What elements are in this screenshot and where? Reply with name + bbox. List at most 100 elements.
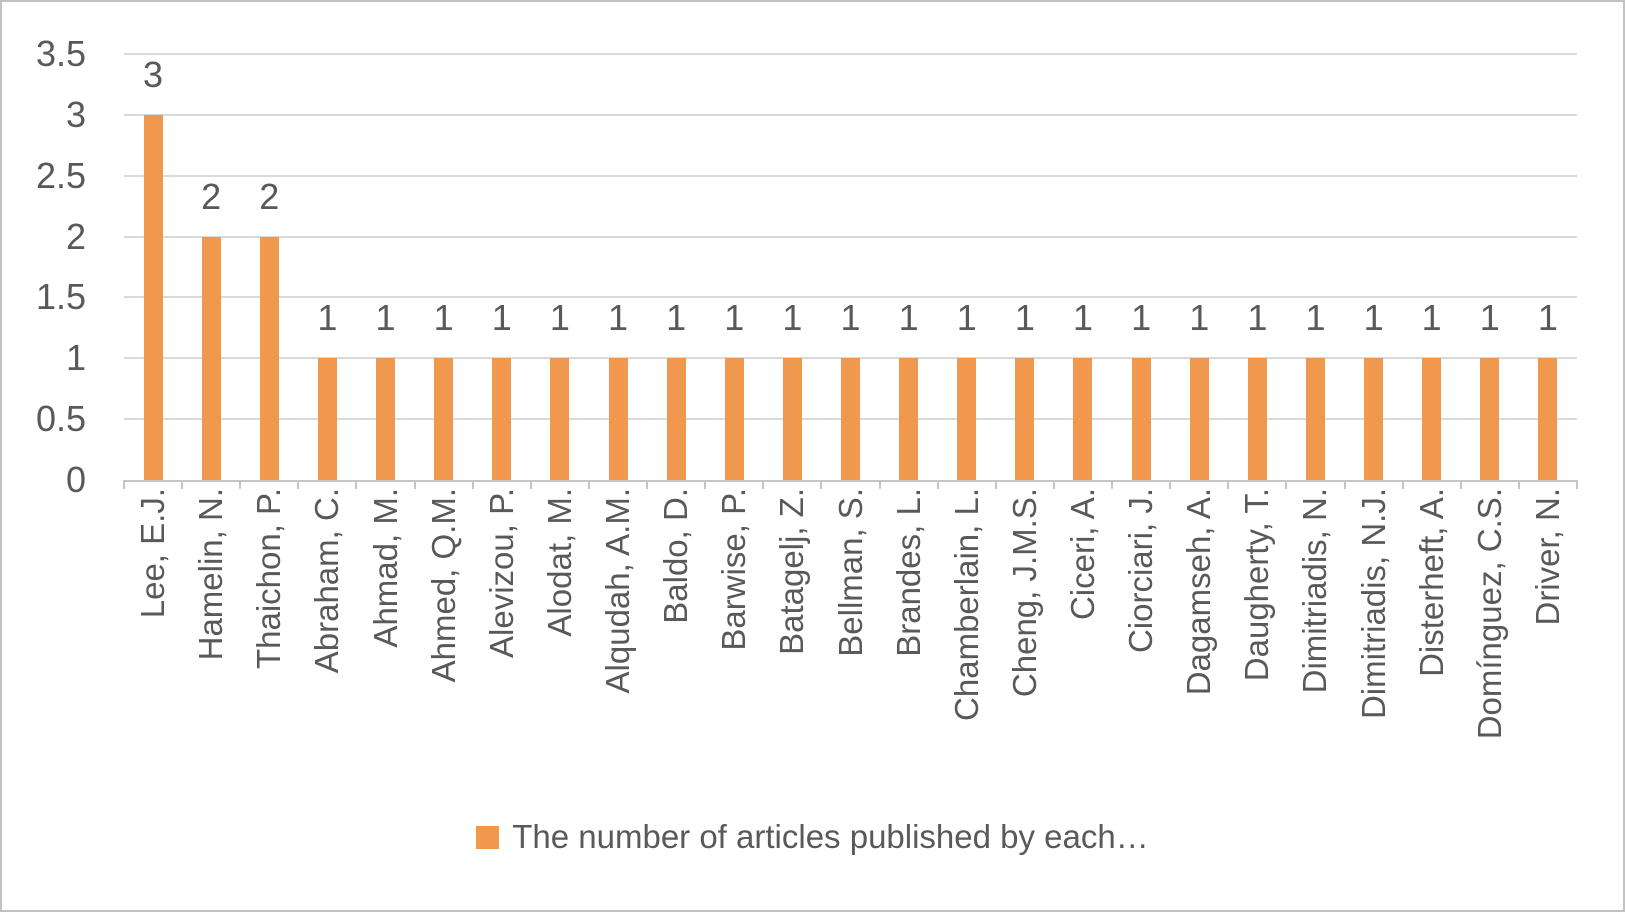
x-tick-label: Chamberlain, L. (947, 488, 985, 721)
gridline (124, 357, 1577, 360)
y-tick-label: 0 (65, 459, 86, 500)
x-tick-label: Alodat, M. (540, 488, 578, 637)
bar-value-label: 1 (1305, 297, 1326, 339)
bar-cheng-j-m-s (1015, 358, 1035, 480)
y-tick-label: 3 (65, 93, 86, 135)
bar-value-label: 1 (840, 297, 861, 339)
axis-tick (994, 480, 997, 489)
legend: The number of articles published by each… (2, 818, 1623, 856)
x-tick-label: Cheng, J.M.S. (1005, 488, 1043, 698)
gridline (124, 296, 1577, 299)
plot-area (124, 53, 1577, 482)
axis-tick (587, 480, 590, 489)
axis-tick (820, 480, 823, 489)
bar-ciceri-a (1073, 358, 1093, 480)
y-tick-label: 1 (65, 337, 86, 379)
legend-swatch-icon (476, 825, 500, 849)
bar-abraham-c (317, 358, 337, 480)
bar-value-label: 1 (724, 297, 745, 339)
x-tick-label: Ciceri, A. (1063, 488, 1101, 621)
bar-dom-nguez-c-s (1480, 358, 1500, 480)
axis-tick (878, 480, 881, 489)
x-tick-label: Hamelin, N. (192, 488, 230, 661)
y-tick-label: 2 (65, 215, 86, 257)
axis-tick (413, 480, 416, 489)
x-tick-label: Baldo, D. (657, 488, 695, 624)
bar-thaichon-p (259, 236, 279, 480)
bar-value-label: 1 (1014, 297, 1035, 339)
axis-tick (1169, 480, 1172, 489)
bar-dagamseh-a (1189, 358, 1209, 480)
x-tick-label: Domínguez, C.S. (1470, 488, 1508, 740)
axis-tick (181, 480, 184, 489)
axis-tick (1052, 480, 1055, 489)
y-tick-label: 1.5 (35, 276, 86, 318)
bar-value-label: 1 (666, 297, 687, 339)
bar-alevizou-p (492, 358, 512, 480)
bar-value-label: 1 (375, 297, 396, 339)
x-tick-label: Lee, E.J. (134, 488, 172, 619)
bar-lee-e-j (143, 114, 163, 480)
axis-tick (704, 480, 707, 489)
bar-alqudah-a-m (608, 358, 628, 480)
bar-ahmed-q-m (434, 358, 454, 480)
x-tick-label: Dimitriadis, N.J. (1354, 488, 1392, 720)
bar-value-label: 1 (898, 297, 919, 339)
axis-tick (1227, 480, 1230, 489)
bar-value-label: 2 (201, 175, 222, 217)
axis-tick (1576, 480, 1578, 489)
axis-tick (646, 480, 649, 489)
bar-batagelj-z (782, 358, 802, 480)
bar-value-label: 1 (782, 297, 803, 339)
axis-tick (1111, 480, 1114, 489)
bar-brandes-l (899, 358, 919, 480)
x-tick-label: Driver, N. (1528, 488, 1566, 626)
bar-value-label: 1 (1247, 297, 1268, 339)
bar-ciorciari-j (1131, 358, 1151, 480)
bar-disterheft-a (1422, 358, 1442, 480)
bar-dimitriadis-n (1305, 358, 1325, 480)
bar-value-label: 1 (1479, 297, 1500, 339)
x-tick-label: Abraham, C. (308, 488, 346, 674)
bar-value-label: 1 (491, 297, 512, 339)
bar-driver-n (1538, 358, 1558, 480)
x-tick-label: Disterheft, A. (1412, 488, 1450, 677)
bar-value-label: 1 (1537, 297, 1558, 339)
gridline (124, 53, 1577, 55)
x-tick-label: Daugherty, T. (1238, 488, 1276, 682)
x-tick-label: Ahmad, M. (366, 488, 404, 648)
x-tick-label: Barwise, P. (715, 488, 753, 651)
bar-bellman-s (841, 358, 860, 480)
axis-tick (762, 480, 765, 489)
bar-value-label: 1 (433, 297, 454, 339)
axis-tick (123, 480, 125, 489)
legend-label: The number of articles published by each… (512, 818, 1149, 855)
axis-tick (239, 480, 242, 489)
bar-value-label: 1 (608, 297, 629, 339)
bar-value-label: 1 (956, 297, 977, 339)
y-tick-label: 3.5 (35, 33, 86, 74)
bar-ahmad-m (376, 358, 396, 480)
axis-tick (1459, 480, 1462, 489)
bar-value-label: 1 (1189, 297, 1210, 339)
x-tick-label: Dimitriadis, N. (1296, 488, 1334, 694)
x-tick-label: Brandes, L. (889, 488, 927, 657)
bar-value-label: 1 (549, 297, 570, 339)
axis-tick (1517, 480, 1520, 489)
bar-value-label: 1 (1072, 297, 1093, 339)
gridline (124, 235, 1577, 238)
bar-barwise-p (724, 358, 744, 480)
bar-value-label: 3 (143, 53, 164, 95)
bar-value-label: 1 (1363, 297, 1384, 339)
bar-value-label: 1 (1131, 297, 1152, 339)
x-tick-label: Batagelj, Z. (773, 488, 811, 655)
x-tick-label: Dagamseh, A. (1180, 488, 1218, 696)
x-tick-label: Alevizou, P. (482, 488, 520, 658)
bar-daugherty-t (1247, 358, 1267, 480)
bar-baldo-d (666, 358, 686, 480)
x-tick-label: Ahmed, Q.M. (424, 488, 462, 683)
x-tick-label: Alqudah, A.M. (599, 488, 637, 694)
bar-dimitriadis-n-j (1364, 358, 1384, 480)
axis-tick (1343, 480, 1346, 489)
axis-tick (297, 480, 300, 489)
